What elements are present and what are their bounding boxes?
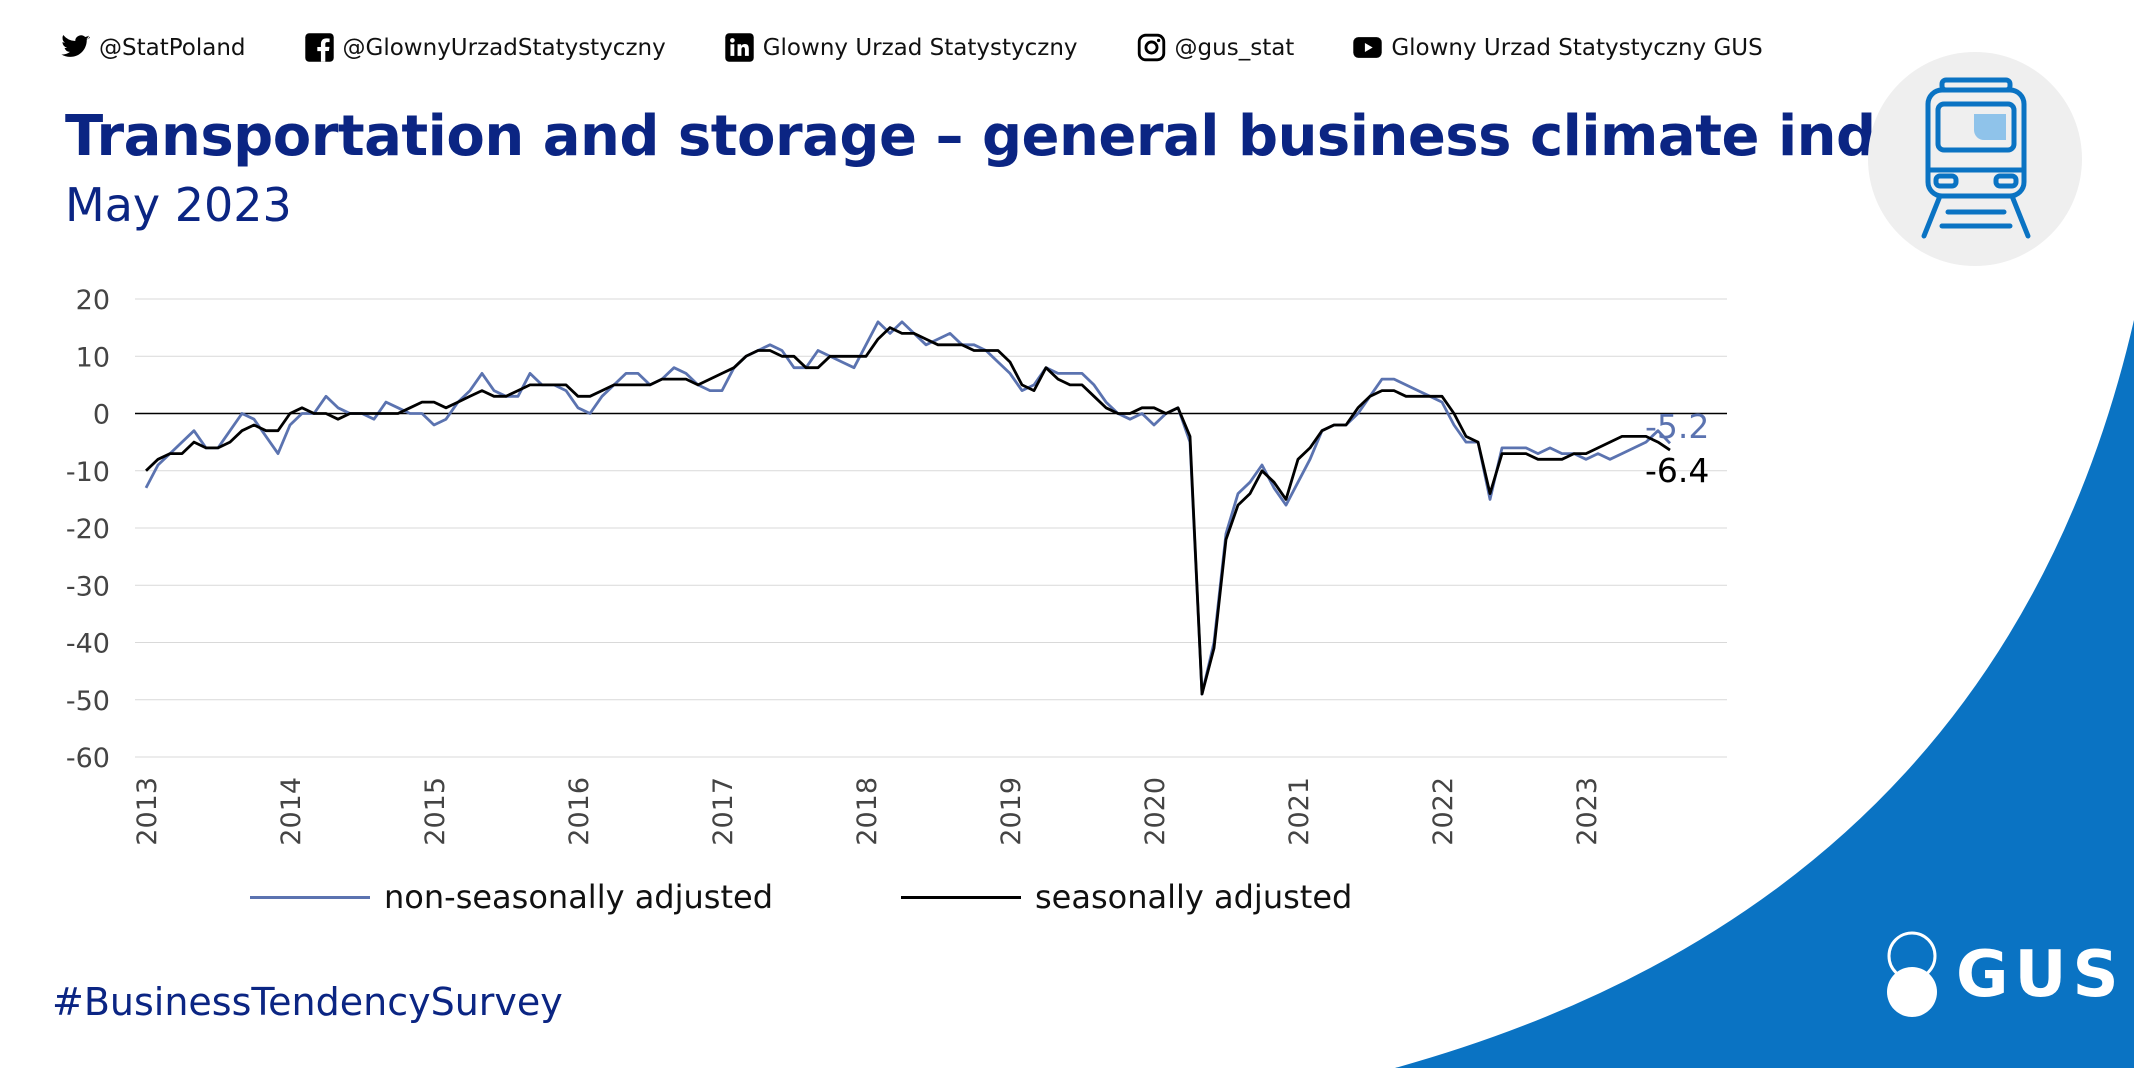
x-tick-label: 2021 [1284,777,1315,846]
y-tick-label: 0 [93,400,110,431]
x-tick-label: 2020 [1140,777,1171,846]
chart: 20 10 0 -10 -20 -30 -40 -50 -60 2013 2014 2015 2016… [66,285,1727,846]
legend-item-sa: seasonally adjusted [901,878,1352,916]
train-icon [1921,77,2031,239]
x-tick-label: 2019 [996,777,1027,846]
gus-logo-mark [1887,931,1937,1017]
social-instagram[interactable]: @gus_stat [1136,32,1295,63]
legend-swatch-nsa [250,895,370,899]
y-tick-label: 20 [76,285,110,316]
end-label-sa: -6.4 [1645,451,1709,490]
youtube-icon [1353,37,1383,58]
y-tick-label: -40 [66,629,110,660]
gus-logo-text: GUS [1956,938,2125,1012]
page-title: Transportation and storage – general bus… [65,104,2056,169]
social-twitter[interactable]: @StatPoland [60,32,246,63]
instagram-icon [1137,33,1165,62]
series-line-sa [145,326,1671,696]
social-youtube[interactable]: Glowny Urzad Statystyczny GUS [1352,32,1763,63]
twitter-icon [61,34,90,57]
social-youtube-label: Glowny Urzad Statystyczny GUS [1391,34,1763,61]
legend-label-sa: seasonally adjusted [1035,878,1353,916]
x-tick-label: 2017 [708,777,739,846]
gus-logo: GUS [1880,930,2125,1020]
facebook-icon [304,33,334,62]
y-tick-label: -60 [66,743,110,774]
x-tick-label: 2014 [276,777,307,846]
social-bar: @StatPoland @GlownyUrzadStatystyczny Glo… [60,32,1821,63]
social-linkedin-label: Glowny Urzad Statystyczny [762,34,1078,61]
x-tick-label: 2013 [132,777,163,846]
x-tick-label: 2016 [564,777,595,846]
x-tick-label: 2023 [1572,777,1603,846]
social-instagram-label: @gus_stat [1174,34,1295,61]
chart-legend: non-seasonally adjusted seasonally adjus… [250,878,1480,916]
social-linkedin[interactable]: Glowny Urzad Statystyczny [724,32,1078,63]
legend-label-nsa: non-seasonally adjusted [384,878,773,916]
linkedin-icon [725,33,754,62]
hashtag[interactable]: #BusinessTendencySurvey [52,980,563,1024]
legend-item-nsa: non-seasonally adjusted [250,878,773,916]
series-line-nsa [144,320,1672,696]
x-tick-label: 2015 [420,777,451,846]
y-tick-label: -50 [66,686,110,717]
social-twitter-label: @StatPoland [99,34,246,61]
x-tick-label: 2022 [1428,777,1459,846]
y-tick-label: -10 [66,457,110,488]
y-tick-label: -30 [66,571,110,602]
y-tick-label: 10 [76,342,110,373]
train-badge [1868,52,2082,266]
legend-swatch-sa [901,895,1021,899]
social-facebook[interactable]: @GlownyUrzadStatystyczny [304,32,666,63]
social-facebook-label: @GlownyUrzadStatystyczny [342,34,666,61]
end-label-nsa: -5.2 [1645,407,1709,446]
x-tick-label: 2018 [852,777,883,846]
y-tick-label: -20 [66,514,110,545]
page-subtitle: May 2023 [65,178,292,232]
